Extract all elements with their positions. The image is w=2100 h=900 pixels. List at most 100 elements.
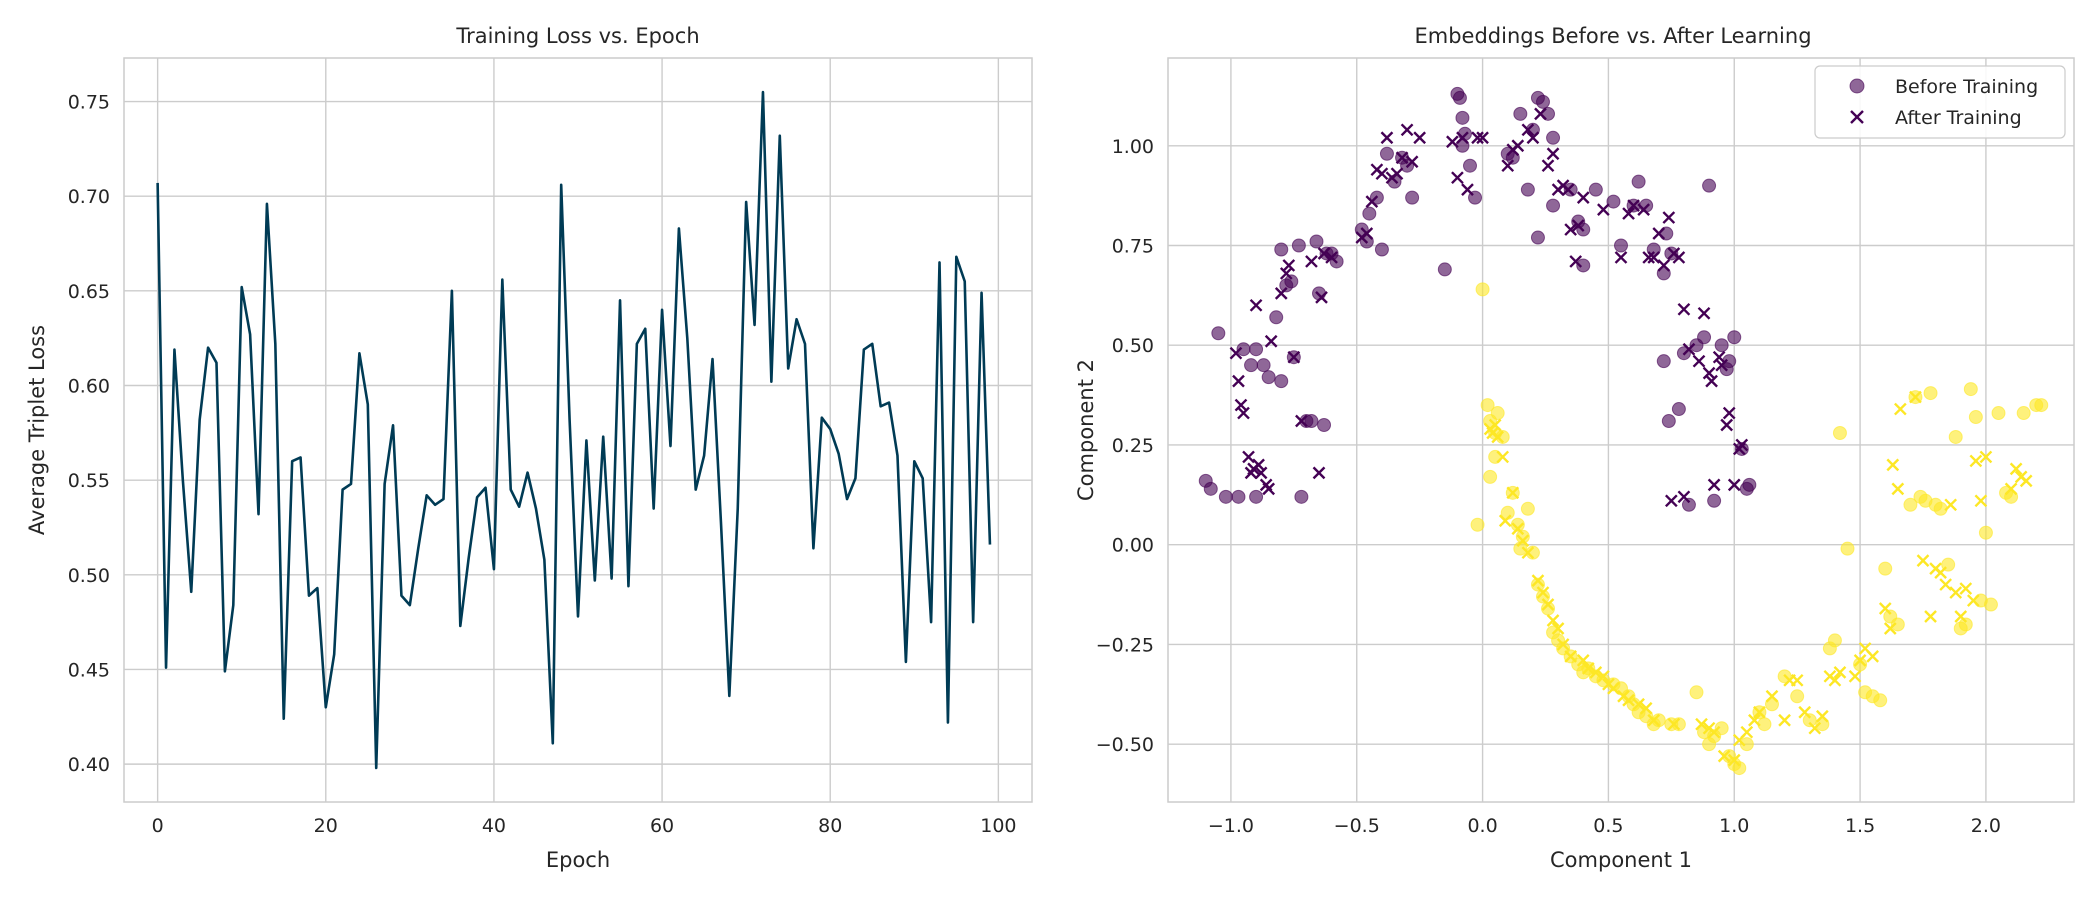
after-point (1491, 430, 1505, 444)
before-point (1614, 238, 1628, 253)
x-tick-label: −1.0 (1208, 815, 1254, 837)
after-point (1886, 458, 1900, 472)
before-point (1948, 429, 1963, 444)
after-point (1672, 251, 1686, 264)
after-point (1727, 478, 1741, 492)
y-tick-label: 0.50 (68, 565, 110, 587)
after-point (1753, 705, 1766, 719)
after-point (1516, 534, 1530, 548)
before-point (1689, 685, 1704, 700)
after-point (1748, 713, 1761, 727)
before-point (1697, 330, 1712, 345)
after-point (1944, 498, 1958, 512)
loss-line (156, 90, 992, 770)
x-tick-label: 2.0 (1971, 815, 2001, 837)
after-point (1315, 291, 1328, 304)
after-point (1637, 203, 1650, 216)
before-point (1681, 497, 1696, 512)
x-tick-label: −0.5 (1334, 815, 1380, 837)
after-point (1778, 713, 1791, 727)
before-point (1576, 258, 1591, 273)
before-point (1714, 338, 1729, 353)
after-point (1740, 725, 1754, 739)
after-point (1534, 107, 1547, 121)
embedding-chart-frame (1167, 57, 2075, 803)
after-point (1536, 586, 1550, 599)
before-point (1475, 282, 1490, 297)
before-point (1903, 497, 1918, 512)
after-point (1511, 522, 1525, 536)
after-point (1581, 662, 1595, 675)
before-point (1218, 489, 1233, 504)
before-point (1317, 418, 1332, 433)
before-point (1513, 106, 1528, 121)
before-point (1437, 262, 1452, 277)
after-point (1939, 578, 1952, 591)
after-point (1405, 155, 1419, 169)
y-tick-label: 0.65 (68, 281, 110, 303)
after-point (1541, 159, 1555, 173)
after-point (1614, 251, 1628, 264)
before-point (1405, 190, 1420, 205)
before-point (1510, 517, 1525, 532)
before-point (1480, 398, 1495, 413)
after-point (1576, 654, 1590, 667)
after-point (1632, 697, 1645, 711)
after-point (1883, 622, 1897, 635)
y-tick-label: 0.40 (68, 754, 110, 776)
after-point (1954, 610, 1968, 623)
after-point (1790, 673, 1804, 687)
legend-label-after: After Training (1895, 107, 2022, 129)
before-point (1739, 737, 1754, 752)
y-tick-label: 0.60 (68, 376, 110, 398)
after-point (1891, 482, 1905, 496)
before-point (1978, 525, 1993, 540)
after-point (1959, 582, 1973, 595)
before-point (1261, 370, 1276, 385)
after-point (1639, 701, 1653, 715)
before-point (1702, 178, 1717, 193)
after-point (1576, 191, 1590, 204)
after-point (1597, 203, 1610, 216)
after-point (1720, 418, 1734, 432)
before-point (1734, 441, 1749, 456)
after-point (2004, 482, 2018, 496)
before-point (1588, 182, 1603, 197)
before-point (1546, 130, 1561, 145)
loss-chart-grid (124, 58, 1032, 802)
after-point (1461, 183, 1474, 196)
after-point (1451, 171, 1464, 185)
x-tick-label: 20 (314, 815, 338, 837)
after-point (1622, 207, 1635, 220)
before-point (1664, 246, 1679, 261)
after-point (1274, 287, 1288, 300)
after-point (1569, 255, 1583, 268)
before-point (1968, 410, 1983, 425)
after-point (1697, 306, 1711, 320)
before-point (1873, 693, 1888, 708)
before-point (1379, 146, 1394, 161)
before-point (1991, 406, 2006, 421)
embedding-chart-marks (1198, 86, 2049, 776)
before-point (1878, 561, 1893, 576)
before-point (1656, 354, 1671, 369)
after-point (1325, 251, 1338, 264)
x-tick-label: 100 (980, 815, 1016, 837)
after-point (1667, 717, 1681, 731)
y-tick-label: 1.00 (1112, 136, 1154, 158)
after-point (1526, 131, 1540, 145)
before-point (1483, 469, 1498, 484)
after-point (1295, 414, 1308, 428)
after-point (1815, 709, 1829, 723)
before-point (1291, 238, 1306, 253)
after-point (1556, 638, 1570, 651)
before-point (1827, 633, 1842, 648)
before-point (1963, 382, 1978, 397)
after-point (1232, 374, 1245, 388)
after-point (1642, 251, 1656, 264)
legend-box (1814, 65, 2066, 139)
y-tick-label: 0.00 (1112, 535, 1154, 557)
after-point (1546, 614, 1560, 627)
x-tick-label: 1.5 (1845, 815, 1875, 837)
after-point (1695, 717, 1708, 731)
